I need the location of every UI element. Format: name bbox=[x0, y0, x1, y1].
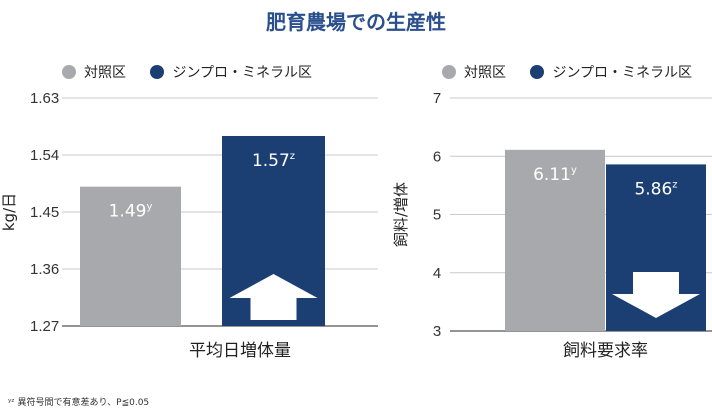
down-arrow-icon bbox=[612, 272, 700, 318]
y-tick-label: 1.27 bbox=[30, 318, 59, 335]
legend-left: 対照区 ジンプロ・ミネラル区 bbox=[62, 62, 332, 82]
data-label-superscript: y bbox=[146, 202, 152, 213]
legend-item-control: 対照区 bbox=[62, 65, 126, 81]
legend-swatch-control bbox=[62, 65, 76, 79]
y-axis-title: kg/日 bbox=[0, 193, 18, 231]
bar bbox=[505, 149, 605, 331]
footnote: ʸᶻ 異符号間で有意差あり、P≦0.05 bbox=[8, 398, 150, 408]
data-label: 5.86z bbox=[634, 179, 677, 199]
data-label-value: 5.86 bbox=[634, 179, 672, 199]
legend-item-control: 対照区 bbox=[442, 65, 506, 81]
data-label-value: 6.11 bbox=[533, 165, 571, 185]
y-tick-label: 7 bbox=[433, 90, 441, 107]
up-arrow-icon bbox=[229, 274, 318, 320]
y-tick-label: 3 bbox=[433, 323, 441, 340]
data-label: 1.57z bbox=[252, 151, 295, 171]
y-tick-label: 1.36 bbox=[30, 261, 59, 278]
y-tick-label: 1.63 bbox=[30, 90, 59, 107]
x-axis-title: 平均日増体量 bbox=[189, 341, 291, 361]
y-tick-label: 1.54 bbox=[30, 147, 59, 164]
data-label-superscript: y bbox=[571, 165, 577, 176]
legend-swatch-zinpro bbox=[150, 65, 165, 79]
data-label-value: 1.57 bbox=[252, 151, 290, 171]
data-label-value: 1.49 bbox=[109, 202, 147, 222]
y-axis-title: 飼料/増体 bbox=[392, 182, 410, 247]
data-label: 6.11y bbox=[533, 165, 577, 185]
bar bbox=[80, 186, 181, 326]
chart-title: 肥育農場での生産性 bbox=[266, 10, 446, 34]
data-label-superscript: z bbox=[290, 151, 295, 162]
legend-item-zinpro: ジンプロ・ミネラル区 bbox=[530, 65, 692, 81]
x-axis-title: 飼料要求率 bbox=[563, 341, 648, 361]
y-tick-label: 5 bbox=[433, 207, 441, 224]
legend-swatch-control bbox=[442, 65, 456, 79]
legend-label-zinpro: ジンプロ・ミネラル区 bbox=[552, 65, 693, 81]
legend-label-zinpro: ジンプロ・ミネラル区 bbox=[172, 65, 313, 81]
data-label: 1.49y bbox=[109, 202, 153, 222]
legend-label-control: 対照区 bbox=[84, 65, 126, 81]
legend-label-control: 対照区 bbox=[464, 65, 506, 81]
legend-swatch-zinpro bbox=[530, 65, 545, 79]
legend-right: 対照区 ジンプロ・ミネラル区 bbox=[442, 62, 712, 82]
legend-item-zinpro: ジンプロ・ミネラル区 bbox=[150, 65, 312, 81]
y-tick-label: 4 bbox=[433, 265, 441, 282]
y-tick-label: 1.45 bbox=[30, 204, 59, 221]
data-label-superscript: z bbox=[672, 179, 677, 190]
y-tick-label: 6 bbox=[433, 148, 441, 165]
